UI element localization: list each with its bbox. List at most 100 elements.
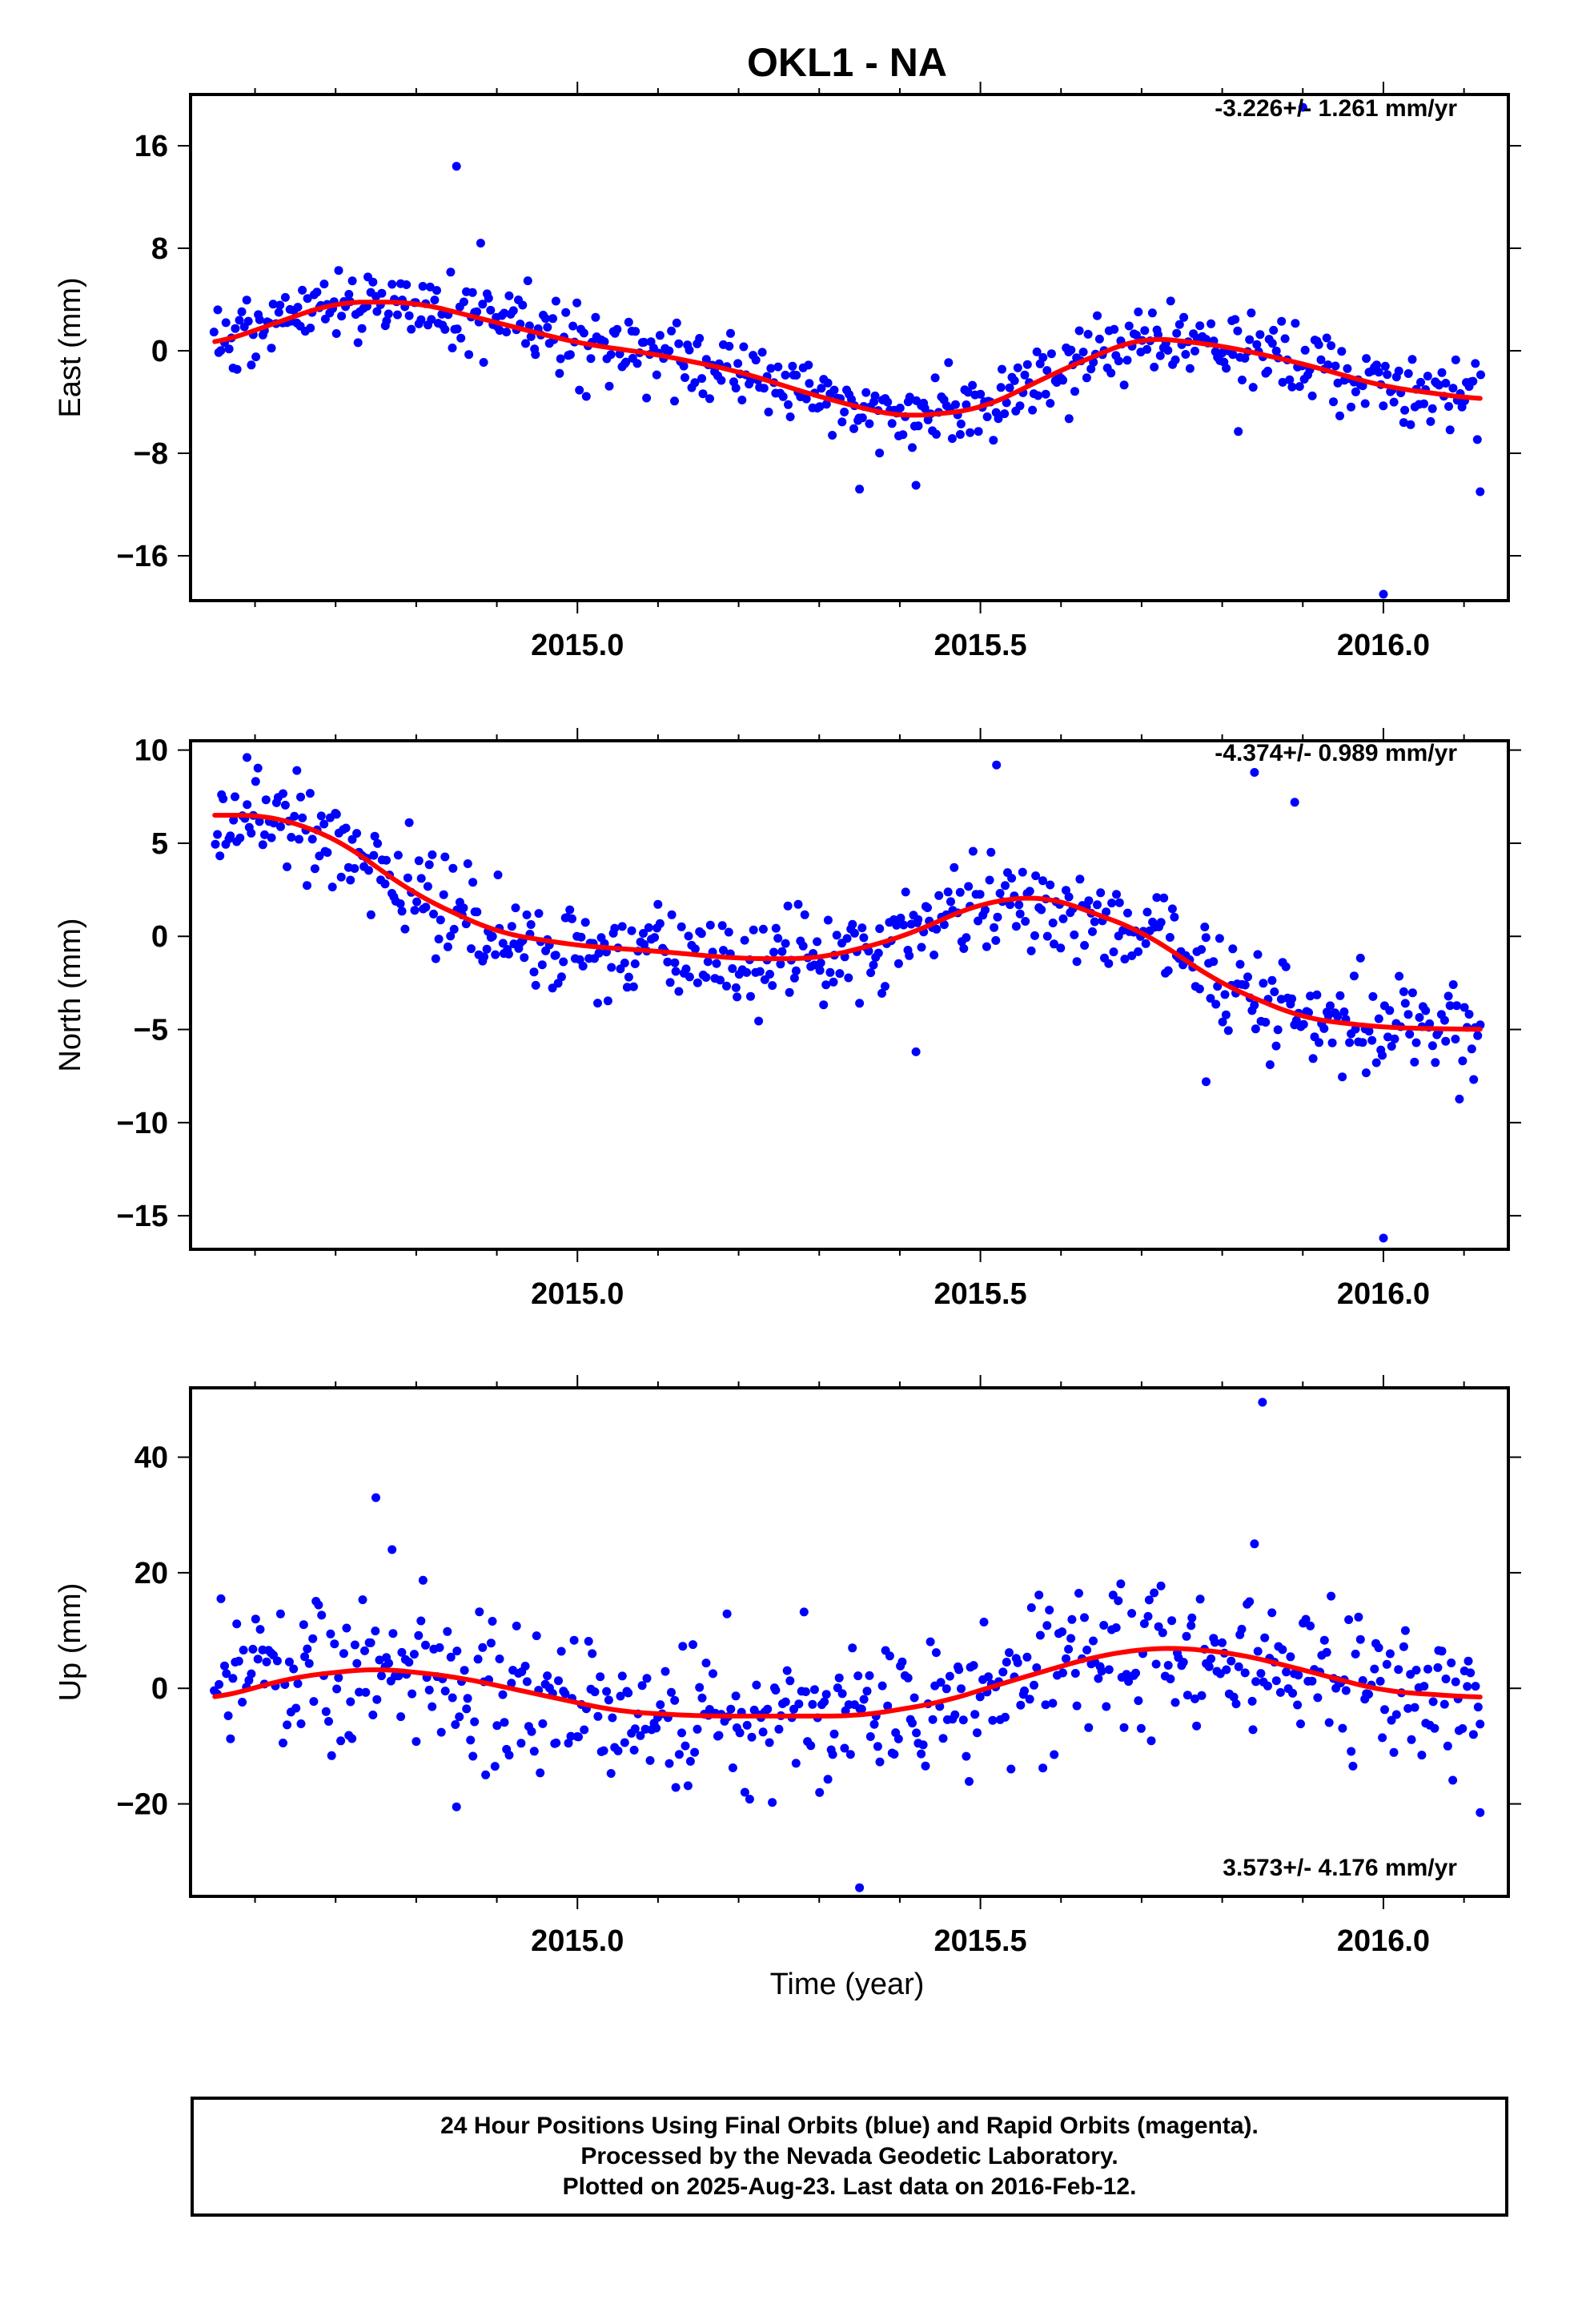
data-point bbox=[893, 1734, 903, 1743]
data-point bbox=[568, 321, 578, 331]
data-point bbox=[640, 939, 649, 949]
data-point bbox=[1072, 957, 1082, 967]
data-point bbox=[621, 357, 631, 367]
data-point bbox=[1407, 1735, 1416, 1744]
data-point bbox=[418, 282, 428, 291]
data-point bbox=[1301, 1614, 1311, 1624]
data-point bbox=[926, 1637, 935, 1647]
data-point bbox=[946, 897, 955, 907]
data-point bbox=[507, 1679, 516, 1688]
data-point bbox=[733, 992, 742, 1002]
data-point bbox=[555, 368, 564, 378]
data-point bbox=[404, 818, 414, 827]
data-point bbox=[488, 931, 497, 941]
data-point bbox=[1267, 975, 1277, 985]
data-point bbox=[287, 833, 296, 842]
data-point bbox=[481, 1770, 491, 1779]
data-point bbox=[516, 1739, 526, 1748]
data-point bbox=[1394, 366, 1403, 376]
data-point bbox=[671, 967, 681, 976]
data-point bbox=[991, 935, 1001, 945]
data-point bbox=[428, 850, 437, 859]
data-point bbox=[921, 1761, 930, 1771]
data-point bbox=[1250, 768, 1259, 777]
data-point bbox=[746, 991, 755, 1001]
data-point bbox=[862, 1687, 872, 1696]
data-point bbox=[1064, 892, 1074, 902]
data-point bbox=[473, 1655, 483, 1664]
data-point bbox=[377, 1671, 386, 1681]
data-point bbox=[1399, 1642, 1408, 1651]
data-point bbox=[1293, 1700, 1303, 1710]
data-point bbox=[1082, 1645, 1092, 1655]
data-point bbox=[507, 922, 516, 931]
data-point bbox=[339, 1649, 348, 1659]
data-point bbox=[1070, 930, 1079, 939]
data-point bbox=[1439, 1015, 1449, 1025]
data-point bbox=[1378, 1051, 1387, 1060]
data-point bbox=[1403, 369, 1413, 378]
data-point bbox=[443, 942, 452, 951]
data-point bbox=[984, 1672, 993, 1682]
data-point bbox=[1407, 988, 1417, 998]
data-point bbox=[541, 314, 550, 324]
data-point bbox=[956, 419, 966, 428]
data-point bbox=[996, 383, 1006, 392]
data-point bbox=[606, 350, 616, 360]
data-point bbox=[368, 1711, 378, 1719]
x-tick-label: 2016.0 bbox=[1337, 1924, 1430, 1958]
data-point bbox=[1144, 1595, 1154, 1605]
data-point bbox=[342, 1623, 351, 1633]
data-point bbox=[552, 1738, 561, 1747]
data-point bbox=[757, 348, 767, 357]
data-point bbox=[1022, 1652, 1032, 1662]
data-point bbox=[1285, 375, 1295, 384]
data-point bbox=[1338, 1723, 1347, 1733]
data-point bbox=[448, 863, 458, 873]
data-point bbox=[1448, 384, 1458, 393]
data-point bbox=[1174, 320, 1184, 329]
data-point bbox=[1416, 377, 1425, 387]
data-point bbox=[881, 982, 889, 991]
data-point bbox=[213, 305, 223, 315]
data-point bbox=[1131, 1668, 1140, 1678]
data-point bbox=[985, 875, 994, 885]
data-point bbox=[1473, 1703, 1483, 1712]
data-point bbox=[1131, 330, 1141, 340]
data-point bbox=[370, 831, 379, 841]
y-tick-label: −8 bbox=[134, 437, 168, 471]
data-point bbox=[220, 1661, 229, 1671]
data-point bbox=[909, 1693, 919, 1703]
data-point bbox=[1248, 1725, 1258, 1735]
data-point bbox=[1240, 1668, 1250, 1678]
data-point bbox=[1253, 1647, 1263, 1656]
data-point bbox=[1206, 994, 1215, 1003]
data-point bbox=[331, 329, 341, 338]
data-point bbox=[938, 1734, 948, 1743]
data-point bbox=[769, 947, 778, 957]
data-point bbox=[1030, 931, 1039, 940]
data-point bbox=[1106, 368, 1116, 378]
data-point bbox=[716, 975, 725, 985]
data-point bbox=[604, 1695, 613, 1705]
data-point bbox=[612, 324, 622, 334]
data-point bbox=[421, 1640, 430, 1650]
data-point bbox=[1448, 1775, 1458, 1785]
data-point bbox=[918, 1740, 928, 1750]
data-point bbox=[298, 813, 307, 822]
data-point bbox=[1058, 1627, 1067, 1637]
data-point bbox=[407, 324, 416, 334]
data-point bbox=[766, 364, 776, 373]
y-axis-label: East (mm) bbox=[54, 277, 87, 417]
data-point bbox=[1476, 1807, 1485, 1817]
data-point bbox=[600, 337, 609, 347]
data-point bbox=[1374, 368, 1383, 377]
data-point bbox=[1263, 366, 1272, 376]
data-point bbox=[358, 1595, 367, 1605]
data-point bbox=[586, 354, 596, 364]
data-point bbox=[521, 339, 530, 348]
data-point bbox=[261, 795, 271, 805]
data-point bbox=[1247, 308, 1256, 318]
data-point bbox=[911, 480, 921, 490]
data-point bbox=[1349, 971, 1359, 981]
